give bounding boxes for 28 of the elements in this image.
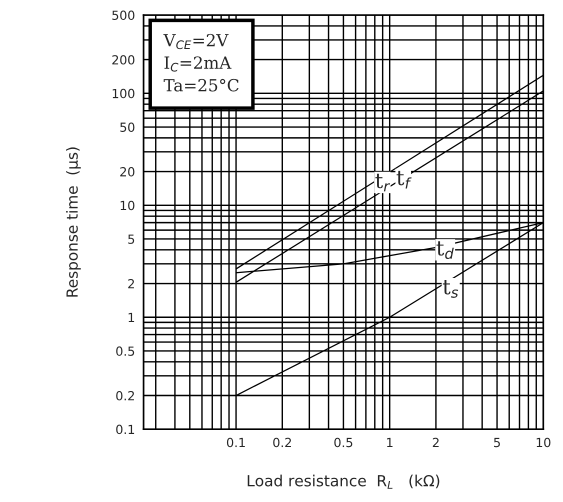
y-axis-title: Response time (μs) [66, 147, 81, 297]
annotation: Ta=25°C [164, 78, 239, 92]
x-tick-label: 5 [494, 438, 500, 448]
annotation: V$_{CE}$=2V [163, 34, 229, 50]
y-tick-label: 5 [128, 234, 134, 244]
x-tick-label: 0.1 [226, 438, 245, 448]
annotation: I$_{C}$=2mA [164, 56, 232, 72]
y-tick-label: 2 [128, 279, 134, 288]
text: Load resistance R$_{L}$ (kΩ) [248, 474, 440, 489]
x-tick-label: 1 [387, 438, 392, 448]
x-tick-label: 0.2 [273, 438, 291, 448]
annotation: t$_{s}$ [442, 280, 458, 298]
y-tick-label: 200 [112, 55, 134, 65]
annotation: t$_{r}$ [375, 174, 390, 192]
x-tick-label: 10 [536, 438, 550, 448]
annotation: t$_{f}$ [396, 170, 412, 188]
y-tick-label: 100 [112, 88, 134, 98]
x-tick-label: 2 [432, 438, 439, 448]
y-tick-label: 20 [120, 167, 134, 177]
y-tick-label: 0.2 [116, 390, 134, 400]
y-tick-label: 10 [120, 200, 134, 210]
x-tick-label: 0.5 [334, 438, 352, 448]
y-tick-label: 1 [128, 312, 134, 322]
y-tick-label: 0.5 [116, 346, 134, 356]
y-tick-label: 0.1 [116, 424, 134, 434]
y-tick-label: 50 [120, 122, 134, 132]
y-tick-label: 500 [112, 10, 134, 20]
annotation: t$_{d}$ [436, 241, 454, 260]
